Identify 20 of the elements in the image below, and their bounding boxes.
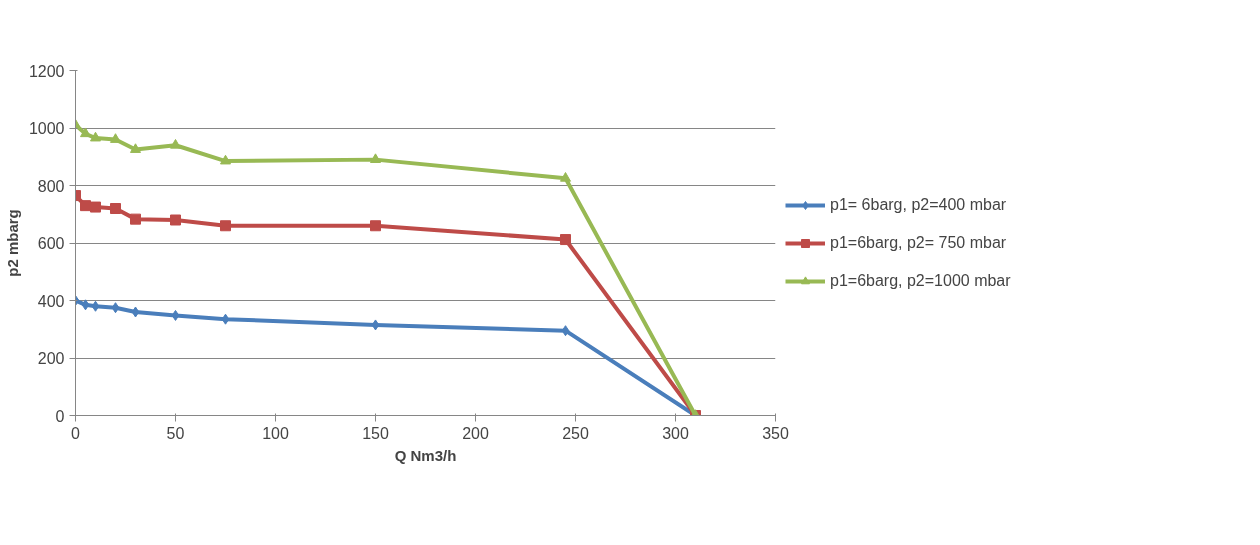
x-tick-label: 300: [662, 424, 689, 442]
x-axis-title: Q Nm3/h: [394, 446, 457, 464]
y-axis-title: p2 mbarg: [3, 209, 21, 277]
x-tick-label: 350: [762, 424, 789, 442]
y-tick-label: 1200: [28, 62, 65, 80]
y-tick-label: 0: [55, 407, 65, 425]
x-tick-label: 150: [362, 424, 389, 442]
x-tick-label: 50: [166, 424, 185, 442]
x-tick-label: 0: [71, 424, 81, 442]
x-tick-label: 250: [562, 424, 589, 442]
y-tick-label: 200: [37, 350, 65, 367]
y-tick-label: 1000: [28, 120, 65, 137]
x-tick-label: 100: [262, 424, 289, 442]
x-tick-label: 200: [462, 424, 489, 442]
legend-label: p1=6barg, p2= 750 mbar: [830, 233, 1007, 252]
legend-label: p1=6barg, p2=1000 mbar: [830, 271, 1011, 290]
y-tick-label: 600: [37, 235, 65, 252]
legend-label: p1= 6barg, p2=400 mbar: [830, 195, 1007, 214]
y-tick-label: 400: [37, 292, 65, 310]
y-tick-label: 800: [37, 177, 65, 195]
